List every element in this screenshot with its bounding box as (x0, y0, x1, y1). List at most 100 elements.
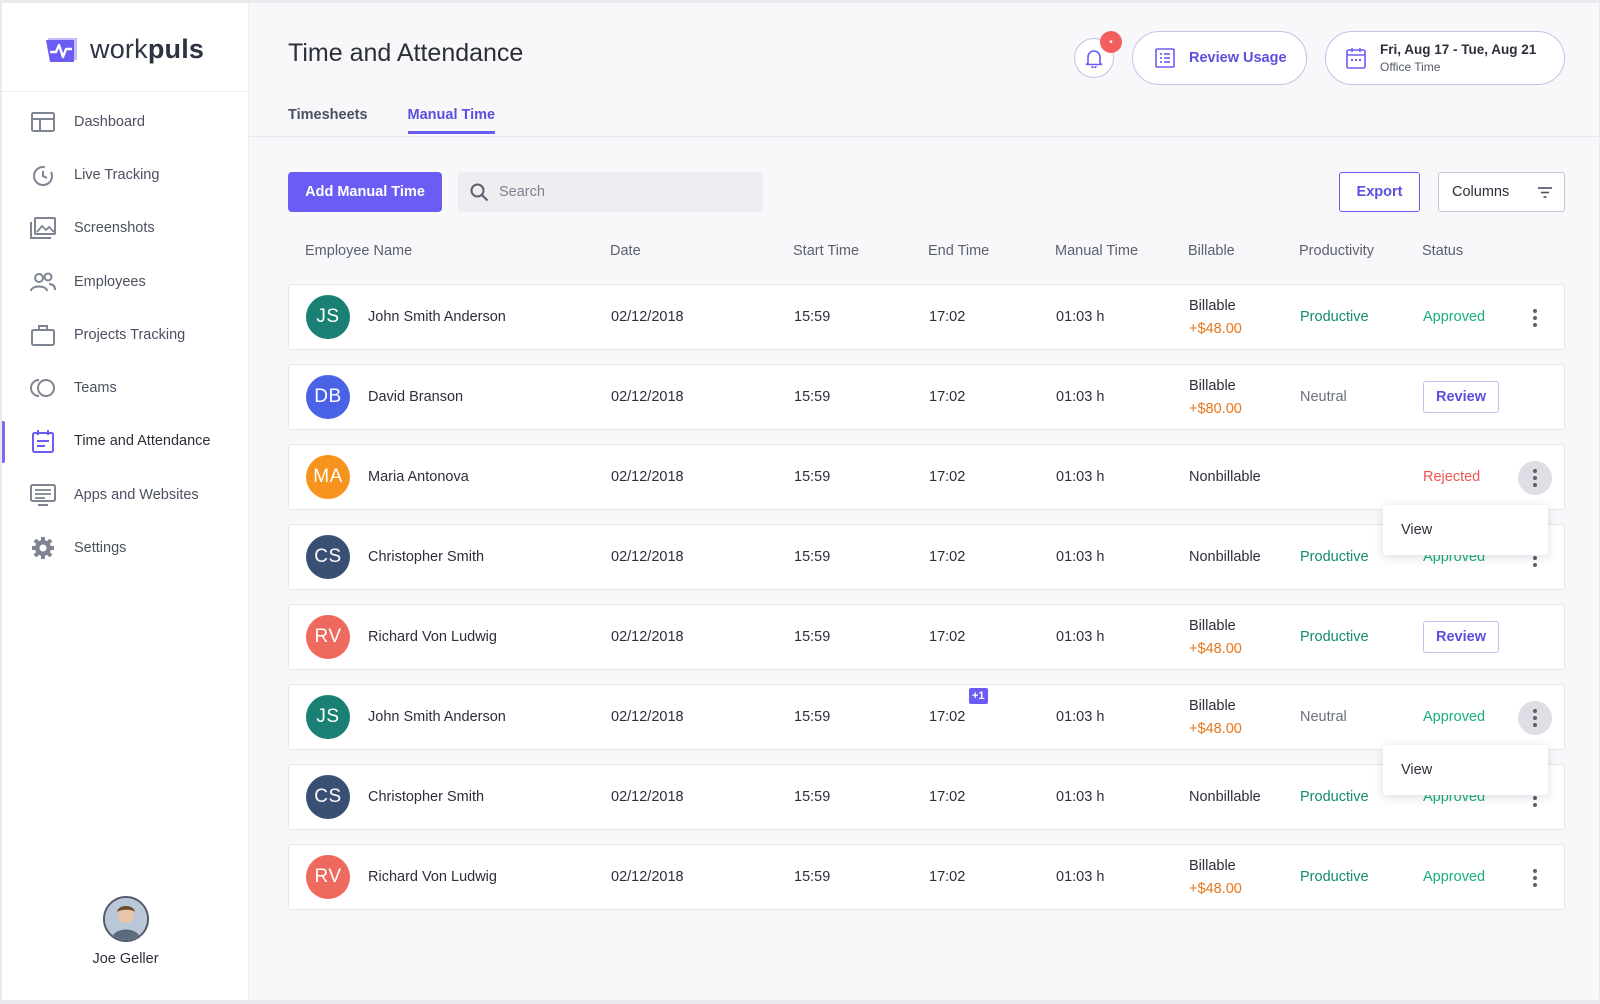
column-header-productivity[interactable]: Productivity (1299, 243, 1374, 259)
billable-cell: Billable +$48.00 (1189, 285, 1242, 349)
columns-button[interactable]: Columns (1438, 172, 1565, 212)
date-cell: 02/12/2018 (611, 629, 684, 645)
table-header: Employee Name Date Start Time End Time M… (288, 243, 1565, 265)
status-cell: Approved (1423, 685, 1485, 749)
review-button[interactable]: Review (1423, 621, 1499, 653)
review-button[interactable]: Review (1423, 381, 1499, 413)
table-row[interactable]: JS John Smith Anderson 02/12/2018 15:59 … (288, 284, 1565, 350)
sidebar: workpuls Dashboard Live Tracking Scree (2, 3, 249, 1000)
column-header-manual-time[interactable]: Manual Time (1055, 243, 1139, 259)
sidebar-item-screenshots[interactable]: Screenshots (2, 202, 249, 255)
date-cell: 02/12/2018 (611, 709, 684, 725)
more-vertical-icon (1533, 869, 1537, 887)
table-row[interactable]: MA Maria Antonova 02/12/2018 15:59 17:02… (288, 444, 1565, 510)
avatar[interactable] (102, 896, 149, 942)
row-actions-button[interactable] (1518, 701, 1552, 735)
billable-cell: Nonbillable (1189, 525, 1261, 589)
employee-name[interactable]: Christopher Smith (368, 789, 485, 805)
row-menu-view-item[interactable]: View (1383, 505, 1548, 555)
manual-time-cell: 01:03 h (1056, 709, 1105, 725)
table-row[interactable]: CS Christopher Smith 02/12/2018 15:59 17… (288, 524, 1565, 590)
avatar: MA (306, 455, 350, 499)
avatar: JS (306, 695, 350, 739)
table-body: JS John Smith Anderson 02/12/2018 15:59 … (288, 284, 1565, 924)
sidebar-item-teams[interactable]: Teams (2, 361, 249, 414)
tab-timesheets[interactable]: Timesheets (288, 107, 368, 123)
employees-icon (28, 267, 58, 297)
column-header-billable[interactable]: Billable (1188, 243, 1235, 259)
billable-label: Nonbillable (1189, 789, 1261, 805)
sidebar-item-label: Screenshots (74, 220, 155, 237)
employee-name[interactable]: Richard Von Ludwig (368, 869, 497, 885)
date-range-picker[interactable]: Fri, Aug 17 - Tue, Aug 21 Office Time (1325, 31, 1565, 85)
end-time-value: 17:02 (929, 629, 966, 645)
review-usage-button[interactable]: Review Usage (1132, 31, 1307, 85)
sidebar-item-label: Settings (74, 540, 127, 557)
table-row[interactable]: RV Richard Von Ludwig 02/12/2018 15:59 1… (288, 604, 1565, 670)
billable-label: Billable (1189, 617, 1236, 634)
billable-amount: +$80.00 (1189, 400, 1242, 417)
sidebar-item-live-tracking[interactable]: Live Tracking (2, 148, 249, 201)
column-header-date[interactable]: Date (610, 243, 641, 259)
date-cell: 02/12/2018 (611, 789, 684, 805)
end-time-cell: 17:02 +1 (929, 685, 988, 749)
briefcase-icon (28, 320, 58, 350)
row-menu-view-item[interactable]: View (1383, 745, 1548, 795)
start-time-cell: 15:59 (794, 469, 831, 485)
list-icon (1155, 48, 1175, 68)
sidebar-item-settings[interactable]: Settings (2, 521, 249, 574)
search-box[interactable] (458, 172, 763, 212)
add-manual-time-button[interactable]: Add Manual Time (288, 172, 442, 212)
tab-manual-time[interactable]: Manual Time (407, 107, 496, 134)
date-range-text: Fri, Aug 17 - Tue, Aug 21 Office Time (1380, 42, 1536, 74)
status-badge: Approved (1423, 709, 1486, 725)
sidebar-item-projects-tracking[interactable]: Projects Tracking (2, 308, 249, 361)
filter-icon (1538, 186, 1552, 198)
billable-cell: Nonbillable (1189, 765, 1261, 829)
employee-name[interactable]: John Smith Anderson (368, 309, 506, 325)
row-actions-button[interactable] (1518, 861, 1552, 895)
logo[interactable]: workpuls (44, 29, 204, 69)
employee-name[interactable]: Maria Antonova (368, 469, 469, 485)
column-header-start-time[interactable]: Start Time (793, 243, 860, 259)
status-cell: Approved (1423, 285, 1485, 349)
employee-name[interactable]: Christopher Smith (368, 549, 485, 565)
table-row[interactable]: RV Richard Von Ludwig 02/12/2018 15:59 1… (288, 844, 1565, 910)
start-time-cell: 15:59 (794, 389, 831, 405)
user-profile[interactable]: Joe Geller (2, 896, 249, 967)
search-input[interactable] (499, 184, 749, 200)
sidebar-item-time-and-attendance[interactable]: Time and Attendance (2, 415, 249, 468)
sidebar-item-dashboard[interactable]: Dashboard (2, 95, 249, 148)
table-row[interactable]: CS Christopher Smith 02/12/2018 15:59 17… (288, 764, 1565, 830)
table-row[interactable]: DB David Branson 02/12/2018 15:59 17:02 … (288, 364, 1565, 430)
productivity-cell: Productive (1300, 629, 1369, 645)
manual-time-cell: 01:03 h (1056, 789, 1105, 805)
row-actions-button[interactable] (1518, 301, 1552, 335)
manual-time-cell: 01:03 h (1056, 469, 1105, 485)
sidebar-nav: Dashboard Live Tracking Screenshots Empl… (2, 95, 249, 575)
productivity-cell: Productive (1300, 549, 1369, 565)
employee-name[interactable]: Richard Von Ludwig (368, 629, 497, 645)
column-header-employee-name[interactable]: Employee Name (305, 243, 413, 259)
end-time-cell: 17:02 (929, 285, 965, 349)
billable-label: Billable (1189, 857, 1236, 874)
export-button[interactable]: Export (1339, 172, 1420, 212)
date-cell: 02/12/2018 (611, 309, 684, 325)
more-vertical-icon (1533, 309, 1537, 327)
productivity-cell: Productive (1300, 309, 1369, 325)
column-header-end-time[interactable]: End Time (928, 243, 990, 259)
row-actions-button[interactable] (1518, 461, 1552, 495)
manual-time-cell: 01:03 h (1056, 869, 1105, 885)
sidebar-item-label: Projects Tracking (74, 326, 186, 343)
manual-time-cell: 01:03 h (1056, 629, 1105, 645)
workpuls-logo-icon (46, 38, 77, 62)
sidebar-item-employees[interactable]: Employees (2, 255, 249, 308)
employee-name[interactable]: David Branson (368, 389, 464, 405)
table-row[interactable]: JS John Smith Anderson 02/12/2018 15:59 … (288, 684, 1565, 750)
employee-name[interactable]: John Smith Anderson (368, 709, 506, 725)
column-header-status[interactable]: Status (1422, 243, 1464, 259)
calendar-icon (1346, 48, 1366, 69)
billable-label: Billable (1189, 297, 1236, 314)
date-cell: 02/12/2018 (611, 389, 684, 405)
sidebar-item-apps-and-websites[interactable]: Apps and Websites (2, 468, 249, 521)
